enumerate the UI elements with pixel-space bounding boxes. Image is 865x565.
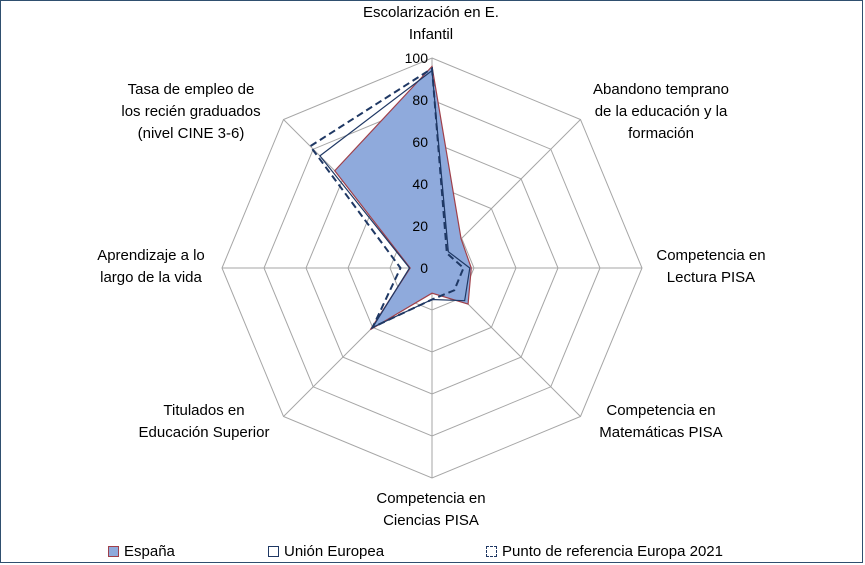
r-tick-label: 40 xyxy=(412,176,428,192)
axis-label-empleo: Tasa de empleo de los recién graduados (… xyxy=(121,81,261,142)
r-tick-label: 60 xyxy=(412,134,428,150)
legend-item-punto-referencia: Punto de referencia Europa 2021 xyxy=(486,540,723,562)
series-2-polygon xyxy=(308,66,465,330)
legend-swatch-espana xyxy=(108,545,119,557)
axis-label-titulados: Titulados en Educación Superior xyxy=(138,402,270,441)
axis-label-aprendizaje: Aprendizaje a lo largo de la vida xyxy=(97,247,205,286)
axis-label-lectura: Competencia en Lectura PISA xyxy=(656,247,766,286)
axis-label-ciencias: Competencia en Ciencias PISA xyxy=(376,490,486,529)
r-tick-label: 20 xyxy=(412,218,428,234)
axis-label-matematicas: Competencia en Matemáticas PISA xyxy=(599,402,723,441)
legend-label-punto-referencia: Punto de referencia Europa 2021 xyxy=(502,542,723,560)
legend-item-espana: España xyxy=(108,540,175,562)
legend-swatch-punto-referencia xyxy=(486,545,497,557)
r-tick-label: 0 xyxy=(420,260,428,276)
r-tick-label: 100 xyxy=(405,50,429,66)
legend-item-union-europea: Unión Europea xyxy=(268,540,384,562)
legend-label-espana: España xyxy=(124,542,175,560)
series-0-polygon xyxy=(333,65,472,331)
axis-label-abandono: Abandono temprano de la educación y la f… xyxy=(593,81,729,142)
legend-swatch-union-europea xyxy=(268,545,279,557)
legend-label-union-europea: Unión Europea xyxy=(284,542,385,560)
r-tick-label: 80 xyxy=(412,92,428,108)
axis-label-escolarizacion: Escolarización en E. Infantil xyxy=(363,4,499,43)
